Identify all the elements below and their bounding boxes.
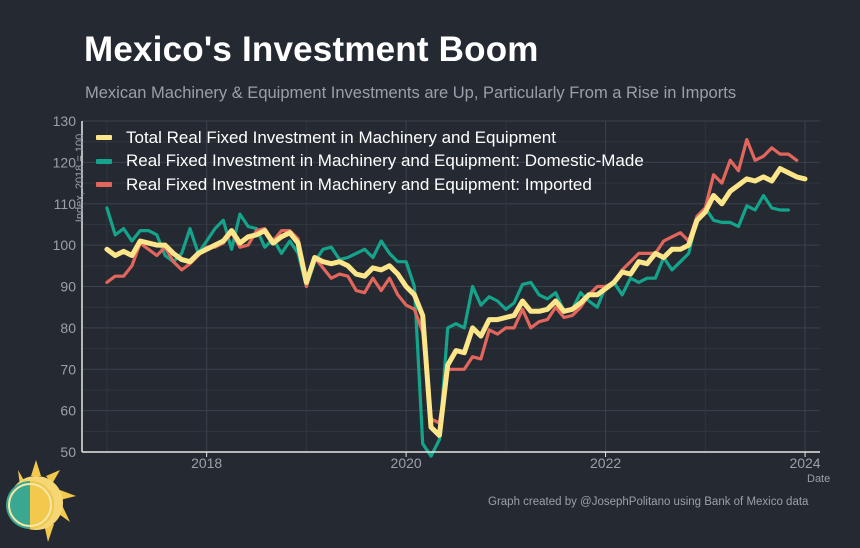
- tick-labels: 50 60 70 80 90 100 110 120 130 2018 2020 2022 2024: [53, 113, 821, 471]
- chart-title: Mexico's Investment Boom: [84, 30, 539, 69]
- chart-subtitle: Mexican Machinery & Equipment Investment…: [85, 84, 737, 102]
- y-tick-label: 130: [53, 113, 77, 129]
- legend-item-total: Total Real Fixed Investment in Machinery…: [96, 126, 644, 150]
- legend-item-domestic: Real Fixed Investment in Machinery and E…: [96, 150, 644, 174]
- legend: Total Real Fixed Investment in Machinery…: [96, 126, 644, 197]
- series-lines: [104, 138, 808, 458]
- x-tick-label: 2018: [191, 455, 222, 471]
- legend-swatch-imported: [96, 182, 112, 188]
- y-tick-label: 110: [54, 196, 77, 212]
- series-line-0: [104, 166, 808, 438]
- y-tick-label: 80: [60, 320, 76, 336]
- y-tick-label: 90: [60, 279, 76, 295]
- legend-swatch-total: [96, 135, 112, 141]
- x-tick-label: 2020: [391, 455, 422, 471]
- y-tick-label: 100: [53, 237, 77, 253]
- legend-label-imported: Real Fixed Investment in Machinery and E…: [126, 174, 592, 194]
- y-tick-label: 60: [60, 403, 76, 419]
- legend-label-domestic: Real Fixed Investment in Machinery and E…: [126, 151, 644, 171]
- y-tick-label: 50: [60, 444, 76, 460]
- y-tick-label: 70: [60, 361, 76, 377]
- x-tick-label: 2022: [590, 455, 621, 471]
- sun-logo-icon: [6, 460, 76, 542]
- y-axis-label: Index, 2018 = 100: [74, 133, 87, 223]
- axes: [81, 121, 820, 457]
- legend-item-imported: Real Fixed Investment in Machinery and E…: [96, 173, 644, 197]
- y-tick-label: 120: [53, 154, 77, 170]
- x-tick-label: 2024: [789, 455, 820, 471]
- source-credit: Graph created by @JosephPolitano using B…: [488, 496, 809, 508]
- legend-swatch-domestic: [96, 158, 112, 164]
- legend-label-total: Total Real Fixed Investment in Machinery…: [126, 127, 556, 147]
- series-line-1: [105, 193, 791, 458]
- x-axis-label: Date: [807, 473, 831, 485]
